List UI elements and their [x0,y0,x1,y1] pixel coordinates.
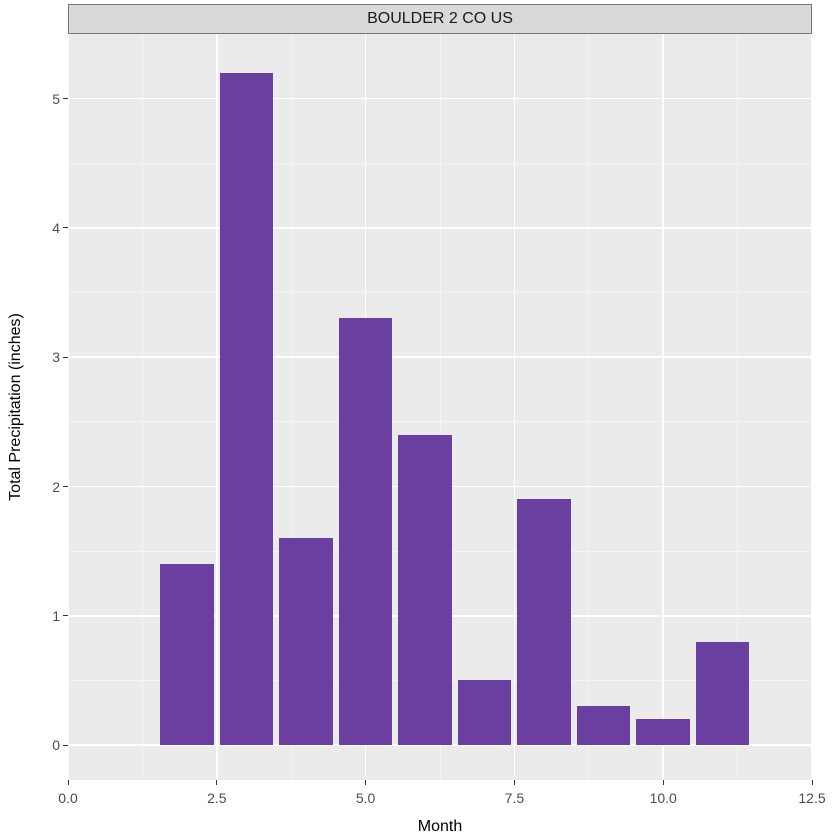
bar [577,706,631,745]
facet-strip: BOULDER 2 CO US [68,4,812,34]
x-tick-label: 7.5 [505,790,524,806]
grid-minor-v [142,34,143,780]
y-tick-mark [63,486,68,487]
y-tick-label: 5 [20,91,60,107]
bar [398,435,452,745]
y-tick-mark [63,357,68,358]
x-tick-mark [216,780,217,785]
grid-major-h [68,98,812,100]
grid-major-v [216,34,218,780]
y-tick-label: 2 [20,479,60,495]
y-tick-label: 3 [20,349,60,365]
x-tick-mark [663,780,664,785]
x-tick-label: 10.0 [650,790,677,806]
y-tick-label: 0 [20,737,60,753]
x-tick-label: 5.0 [356,790,375,806]
x-tick-label: 2.5 [207,790,226,806]
bar [279,538,333,745]
y-tick-label: 4 [20,220,60,236]
y-tick-label: 1 [20,608,60,624]
x-tick-label: 0.0 [58,790,77,806]
grid-minor-v [588,34,589,780]
y-tick-mark [63,745,68,746]
grid-minor-h [68,421,812,422]
bar [696,642,750,745]
grid-major-v [67,34,69,780]
grid-major-h [68,227,812,229]
bar [458,680,512,745]
chart-container: { "chart": { "type": "bar", "facet_title… [0,0,840,840]
x-axis-label: Month [418,818,462,836]
x-tick-mark [514,780,515,785]
x-tick-mark [365,780,366,785]
grid-major-h [68,356,812,358]
plot-outer: BOULDER 2 CO US 0.0 2.5 5.0 7.5 10.0 12.5 0 1 2… [10,10,830,830]
x-tick-mark [812,780,813,785]
plot-panel [68,34,812,780]
grid-major-v [662,34,664,780]
x-tick-label: 12.5 [798,790,825,806]
bar [160,564,214,745]
grid-minor-h [68,163,812,164]
grid-major-v [811,34,813,780]
y-tick-mark [63,98,68,99]
grid-minor-h [68,292,812,293]
bar [339,318,393,745]
grid-major-v [514,34,516,780]
bar [636,719,690,745]
y-axis-label: Total Precipitation (inches) [7,313,25,501]
y-tick-mark [63,227,68,228]
bar [220,73,274,745]
y-tick-mark [63,615,68,616]
bar [517,499,571,745]
facet-title: BOULDER 2 CO US [367,10,513,27]
x-tick-mark [68,780,69,785]
